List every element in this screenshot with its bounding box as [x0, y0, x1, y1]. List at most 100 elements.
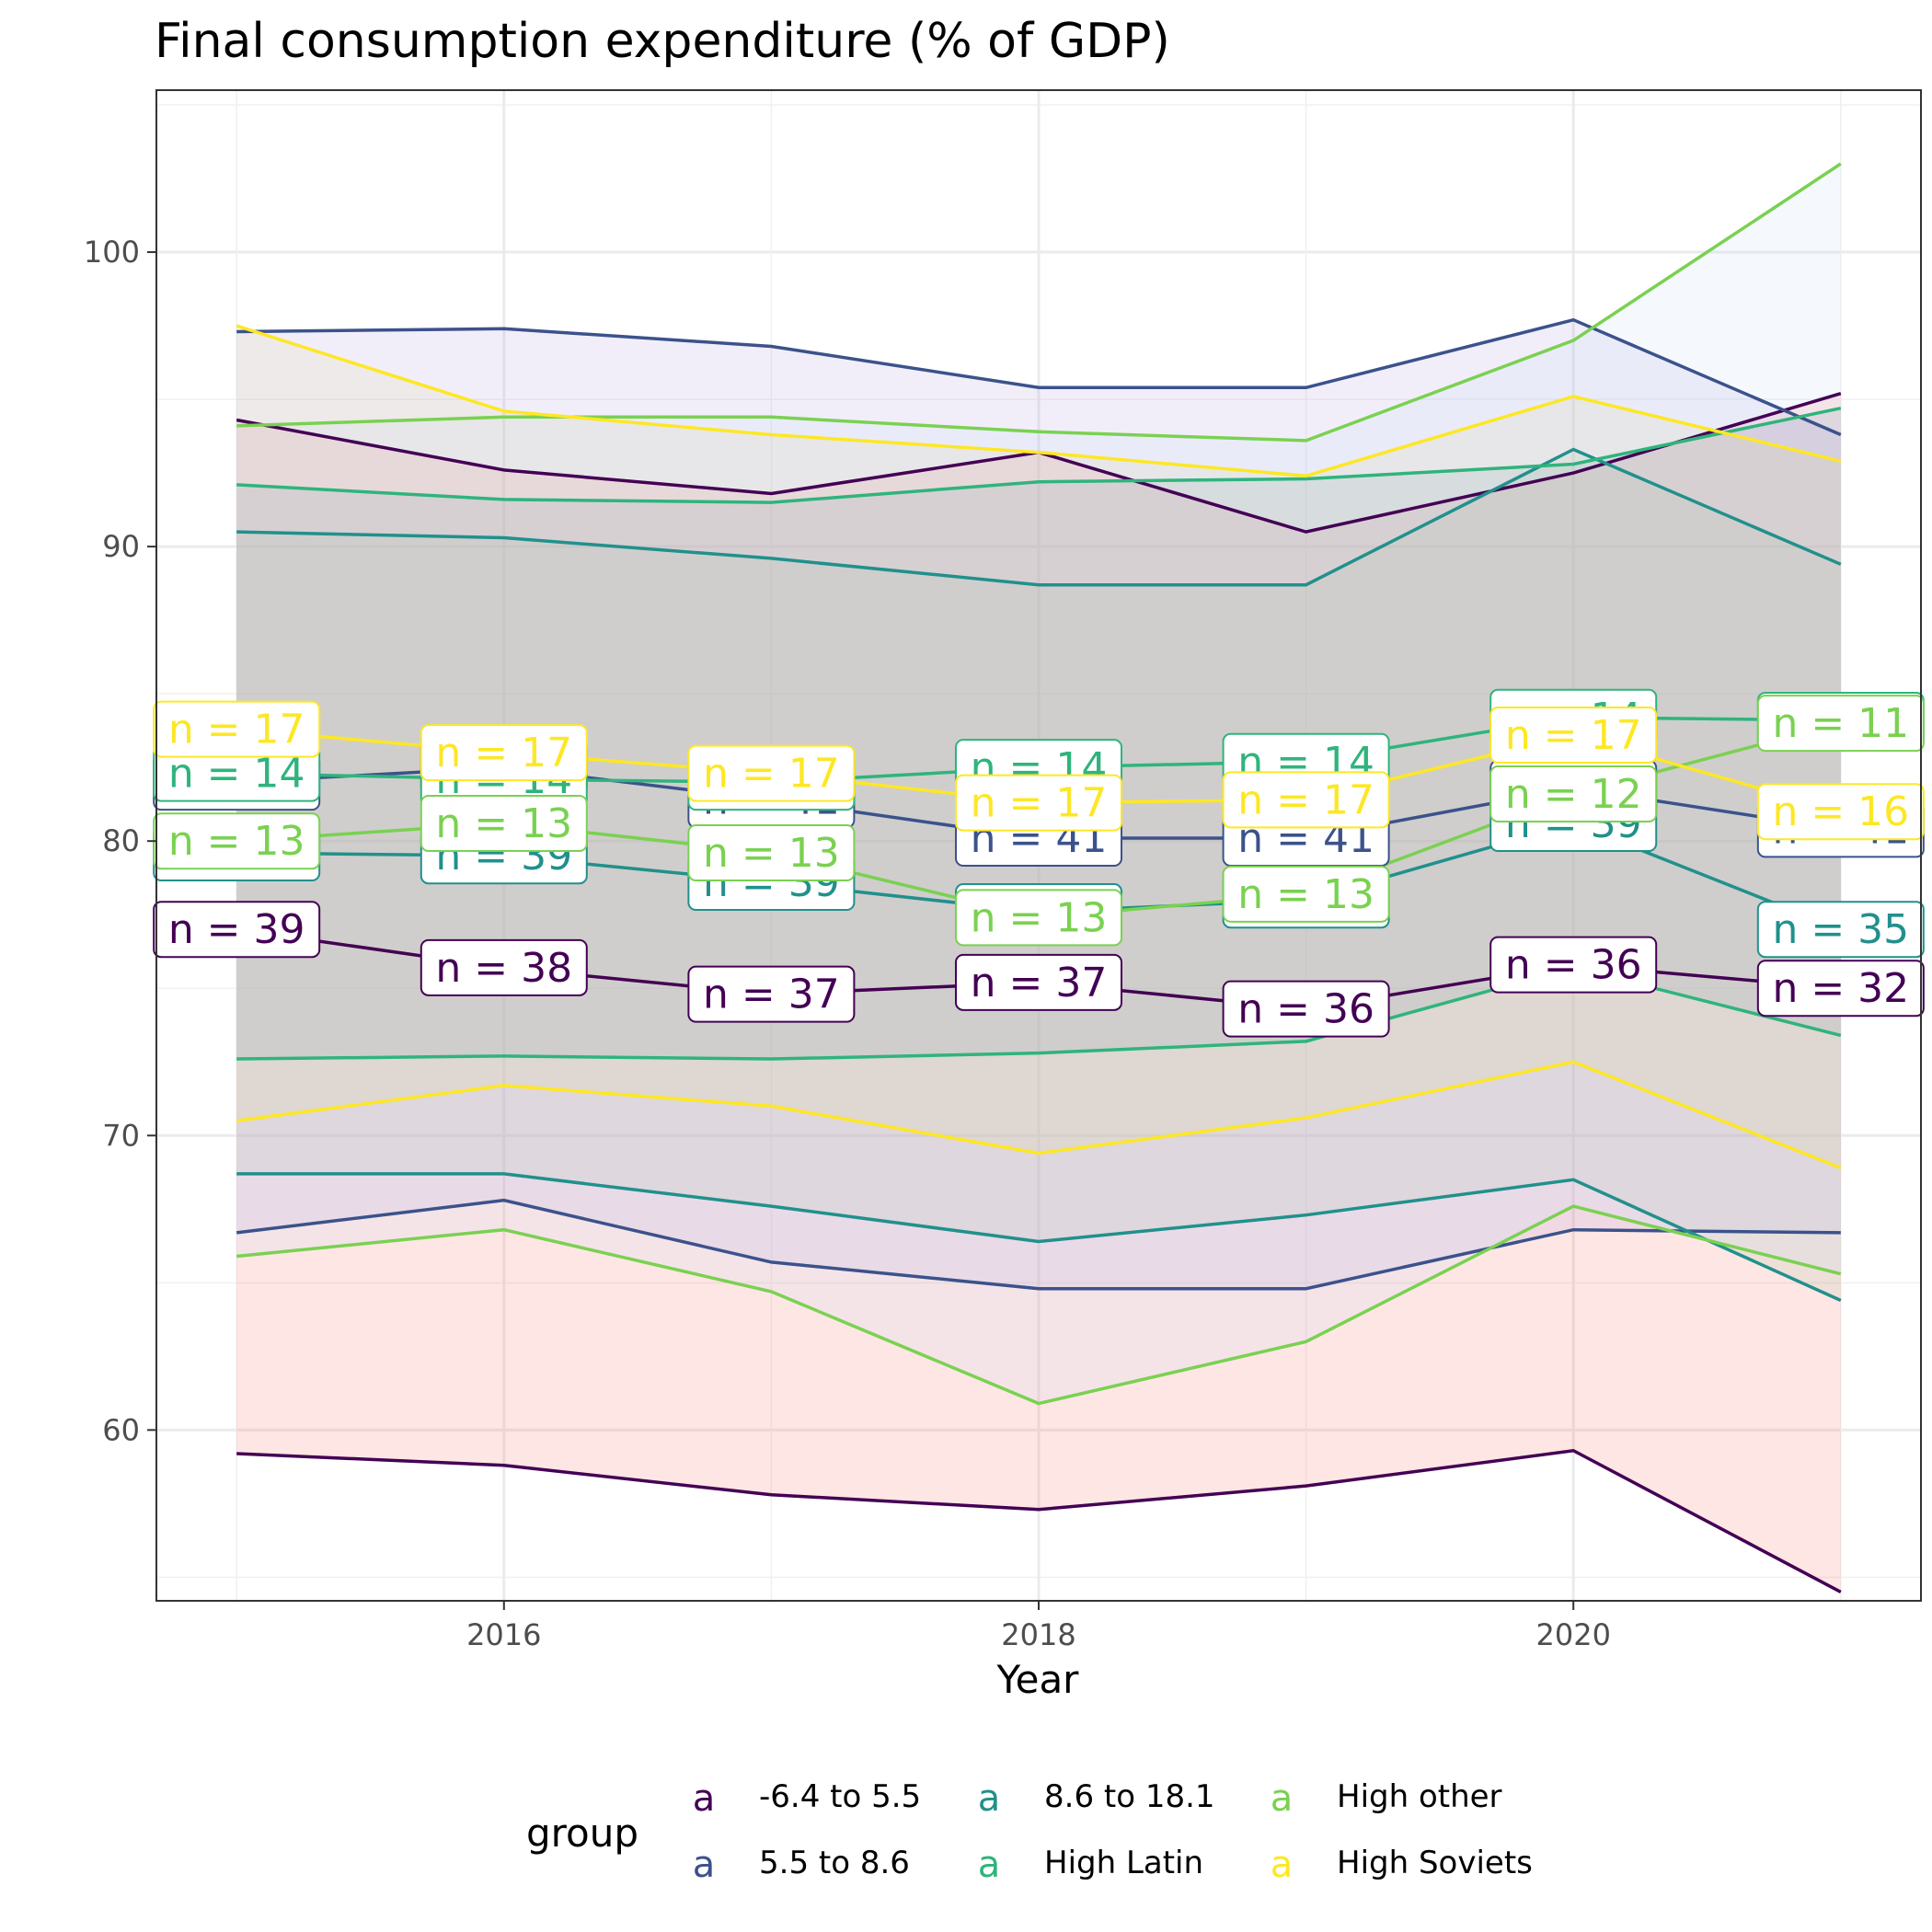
- count-label-text: n = 13: [971, 894, 1108, 941]
- plot-panel: n = 39 n = 38 n = 37 n = 37 n = 36 n = 36 n = …: [153, 89, 1925, 1602]
- count-label-box: [1756, 783, 1925, 841]
- legend-key: a: [1271, 1777, 1294, 1820]
- count-label: n = 39: [153, 901, 321, 959]
- count-label-text: n = 17: [435, 730, 572, 776]
- count-label-text: n = 38: [435, 945, 572, 992]
- count-label-text: n = 13: [1237, 871, 1374, 918]
- count-label: n = 17: [153, 700, 321, 758]
- count-label-box: [1756, 960, 1925, 1018]
- count-label-text: n = 32: [1772, 965, 1909, 1012]
- count-label: n = 17: [420, 724, 588, 782]
- legend-item: a 5.5 to 8.6: [693, 1844, 910, 1886]
- count-label: n = 32: [1756, 960, 1925, 1018]
- series-line-lower: [236, 1204, 1842, 1406]
- legend-key: a: [693, 1844, 716, 1886]
- series-line-upper: [236, 162, 1842, 443]
- count-label-box: [955, 889, 1122, 947]
- count-label-box: [687, 965, 856, 1023]
- legend-label: 8.6 to 18.1: [1044, 1778, 1215, 1815]
- count-label-box: [1489, 706, 1658, 764]
- count-label-box: [1222, 865, 1390, 923]
- count-label: n = 36: [1222, 980, 1390, 1038]
- x-axis: 2016 2018 2020: [466, 1601, 1611, 1652]
- legend-key: a: [1271, 1844, 1294, 1886]
- x-tick-label: 2020: [1535, 1617, 1610, 1652]
- ribbon-area: [236, 408, 1841, 1060]
- legend-key: a: [693, 1777, 716, 1820]
- count-label-text: n = 35: [1772, 906, 1909, 953]
- count-label-box: [153, 700, 321, 758]
- count-label-box: [420, 938, 588, 996]
- count-label: n = 11: [1756, 695, 1925, 753]
- count-label-text: n = 16: [1772, 788, 1909, 835]
- legend-item: a High Soviets: [1271, 1844, 1533, 1886]
- count-label: n = 17: [1489, 706, 1658, 764]
- series-line-upper: [236, 406, 1842, 504]
- y-tick-label: 70: [102, 1118, 140, 1153]
- series-line-upper: [236, 324, 1842, 478]
- count-label-text: n = 17: [703, 751, 840, 798]
- count-label-box: [1756, 695, 1925, 753]
- legend-key: a: [978, 1777, 1001, 1820]
- count-label: n = 13: [420, 794, 588, 852]
- count-label-text: n = 13: [435, 800, 572, 847]
- count-label: n = 13: [153, 812, 321, 870]
- count-label-text: n = 37: [971, 960, 1108, 1006]
- count-label-text: n = 36: [1237, 986, 1374, 1033]
- count-label-text: n = 17: [971, 780, 1108, 827]
- count-label: n = 13: [687, 824, 856, 882]
- series-line-lower: [236, 1172, 1842, 1303]
- x-tick-label: 2018: [1001, 1617, 1075, 1652]
- count-labels: n = 39 n = 38 n = 37 n = 37 n = 36 n = 36 n = …: [153, 688, 1925, 1038]
- count-label: n = 35: [1756, 901, 1925, 959]
- count-label-box: [1489, 765, 1658, 822]
- count-label-box: [1222, 771, 1390, 829]
- count-label-text: n = 14: [168, 751, 305, 798]
- legend-item: a 8.6 to 18.1: [978, 1777, 1215, 1820]
- count-label-text: n = 12: [1505, 771, 1642, 818]
- count-label-box: [1222, 980, 1390, 1038]
- legend-item: a -6.4 to 5.5: [693, 1777, 921, 1820]
- count-label-text: n = 37: [703, 972, 840, 1018]
- count-label: n = 38: [420, 938, 588, 996]
- count-label-text: n = 17: [168, 707, 305, 753]
- legend-item: a High other: [1271, 1777, 1502, 1820]
- legend-label: 5.5 to 8.6: [759, 1845, 910, 1881]
- count-label-text: n = 17: [1505, 712, 1642, 759]
- count-label: n = 17: [1222, 771, 1390, 829]
- count-label: n = 37: [687, 965, 856, 1023]
- series-line-lower: [236, 1198, 1841, 1291]
- series-line-upper: [236, 447, 1842, 587]
- count-label-box: [1756, 901, 1925, 959]
- x-tick-label: 2016: [466, 1617, 541, 1652]
- x-axis-title: Year: [996, 1657, 1080, 1702]
- count-label-text: n = 36: [1505, 942, 1642, 989]
- y-axis: 60 70 80 90 100: [84, 235, 156, 1447]
- count-label-box: [955, 774, 1122, 832]
- chart-title: Final consumption expenditure (% of GDP): [155, 14, 1170, 69]
- count-label-box: [420, 794, 588, 852]
- count-label-box: [955, 953, 1122, 1011]
- count-label: n = 17: [955, 774, 1122, 832]
- count-label-box: [687, 744, 856, 802]
- count-label-box: [687, 824, 856, 882]
- count-label-box: [420, 724, 588, 782]
- ribbon-area: [236, 449, 1841, 1301]
- y-tick-label: 80: [102, 823, 140, 858]
- legend: group a -6.4 to 5.5 a 5.5 to 8.6 a 8.6 to 18.…: [526, 1777, 1533, 1886]
- count-label: n = 16: [1756, 783, 1925, 841]
- series-line-upper: [236, 317, 1842, 437]
- y-tick-label: 100: [84, 235, 140, 270]
- y-tick-label: 60: [102, 1412, 140, 1447]
- count-label: n = 13: [955, 889, 1122, 947]
- count-label-box: [153, 901, 321, 959]
- legend-label: High Soviets: [1337, 1845, 1533, 1881]
- series-line-lower: [236, 1448, 1842, 1593]
- y-tick-label: 90: [102, 529, 140, 564]
- legend-title: group: [526, 1811, 638, 1856]
- legend-label: -6.4 to 5.5: [759, 1778, 921, 1815]
- count-label-text: n = 13: [168, 818, 305, 865]
- legend-item: a High Latin: [978, 1844, 1203, 1886]
- count-label-box: [1489, 936, 1658, 994]
- count-label: n = 12: [1489, 765, 1658, 822]
